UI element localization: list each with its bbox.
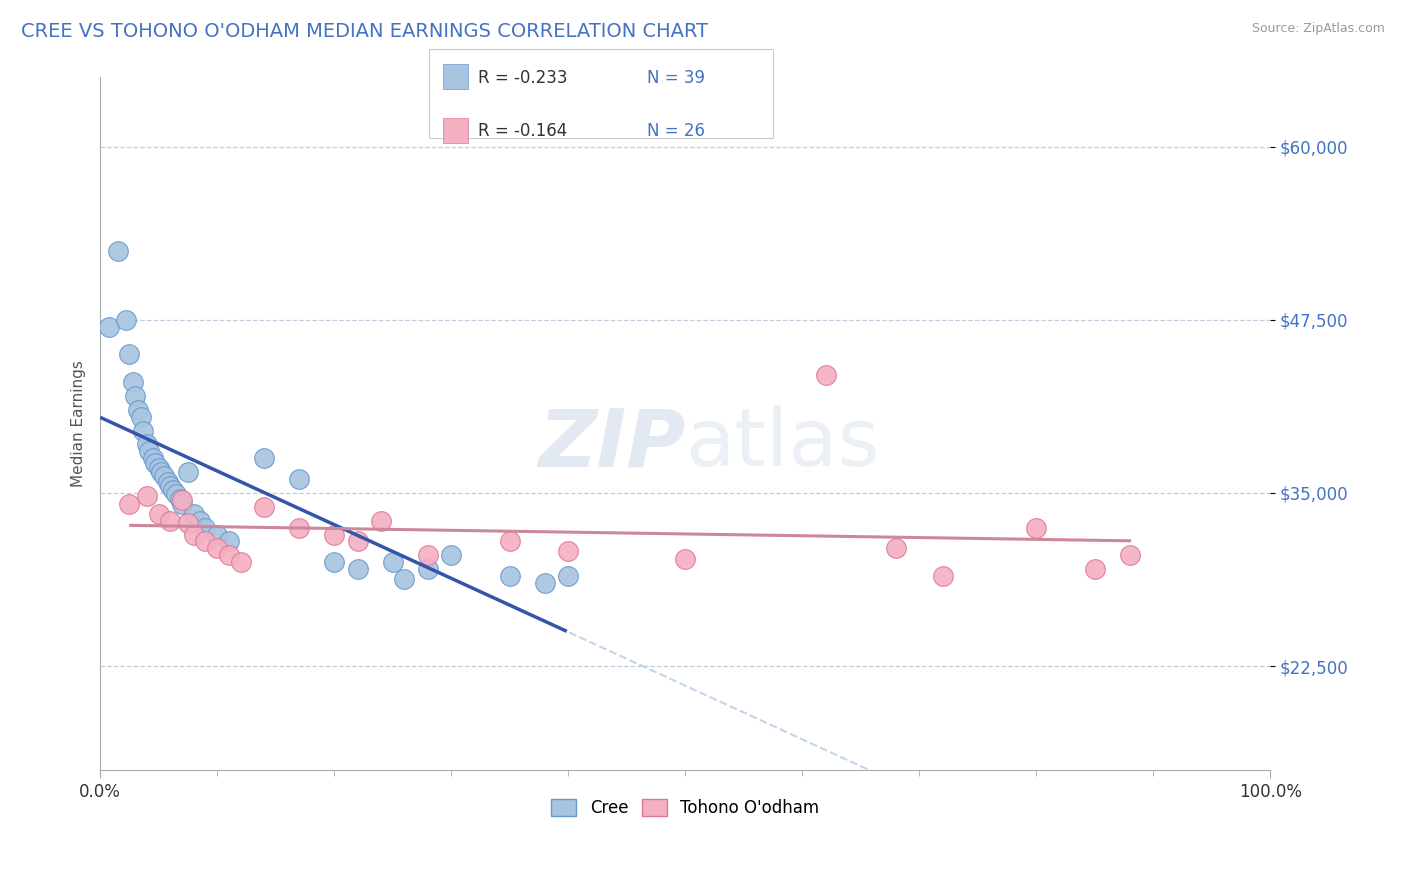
Point — [673, 552, 696, 566]
Point — [346, 534, 368, 549]
Point — [416, 562, 439, 576]
Text: N = 39: N = 39 — [647, 69, 704, 87]
Point — [177, 465, 200, 479]
Point — [394, 572, 416, 586]
Text: atlas: atlas — [685, 406, 880, 483]
Point — [416, 549, 439, 563]
Point — [162, 483, 184, 498]
Point — [127, 402, 149, 417]
Point — [188, 514, 211, 528]
Point — [183, 507, 205, 521]
Point — [138, 444, 160, 458]
Point — [129, 409, 152, 424]
Text: Source: ZipAtlas.com: Source: ZipAtlas.com — [1251, 22, 1385, 36]
Point — [288, 472, 311, 486]
Point — [323, 555, 346, 569]
Point — [253, 500, 276, 514]
Point — [533, 576, 555, 591]
Point — [159, 514, 181, 528]
Point — [136, 489, 159, 503]
Point — [1025, 520, 1047, 534]
Point — [107, 244, 129, 258]
Point — [346, 562, 368, 576]
Point — [440, 549, 463, 563]
Point — [143, 456, 166, 470]
Point — [118, 497, 141, 511]
Point — [205, 527, 228, 541]
Point — [148, 461, 170, 475]
Point — [381, 555, 404, 569]
Point — [156, 475, 179, 489]
Point — [165, 487, 187, 501]
Point — [159, 479, 181, 493]
Point — [177, 516, 200, 531]
Point — [323, 527, 346, 541]
Point — [115, 313, 138, 327]
Text: R = -0.164: R = -0.164 — [478, 122, 567, 140]
Point — [288, 520, 311, 534]
Point — [183, 527, 205, 541]
Point — [229, 555, 252, 569]
Point — [205, 541, 228, 556]
Point — [132, 424, 155, 438]
Point — [931, 569, 953, 583]
Legend: Cree, Tohono O'odham: Cree, Tohono O'odham — [544, 792, 825, 824]
Text: ZIP: ZIP — [538, 406, 685, 483]
Point — [149, 465, 172, 479]
Point — [1119, 549, 1142, 563]
Point — [142, 451, 165, 466]
Point — [118, 347, 141, 361]
Point — [148, 507, 170, 521]
Point — [218, 549, 240, 563]
Text: N = 26: N = 26 — [647, 122, 704, 140]
Text: CREE VS TOHONO O'ODHAM MEDIAN EARNINGS CORRELATION CHART: CREE VS TOHONO O'ODHAM MEDIAN EARNINGS C… — [21, 22, 709, 41]
Point — [124, 389, 146, 403]
Point — [122, 375, 145, 389]
Point — [814, 368, 837, 383]
Point — [194, 520, 217, 534]
Text: R = -0.233: R = -0.233 — [478, 69, 568, 87]
Point — [170, 497, 193, 511]
Point — [98, 319, 121, 334]
Y-axis label: Median Earnings: Median Earnings — [72, 360, 86, 487]
Point — [218, 534, 240, 549]
Point — [169, 491, 191, 506]
Point — [253, 451, 276, 466]
Point — [557, 544, 579, 558]
Point — [884, 541, 907, 556]
Point — [170, 492, 193, 507]
Point — [1084, 562, 1107, 576]
Point — [194, 534, 217, 549]
Point — [557, 569, 579, 583]
Point — [153, 469, 176, 483]
Point — [499, 569, 522, 583]
Point — [499, 534, 522, 549]
Point — [136, 437, 159, 451]
Point — [370, 514, 392, 528]
